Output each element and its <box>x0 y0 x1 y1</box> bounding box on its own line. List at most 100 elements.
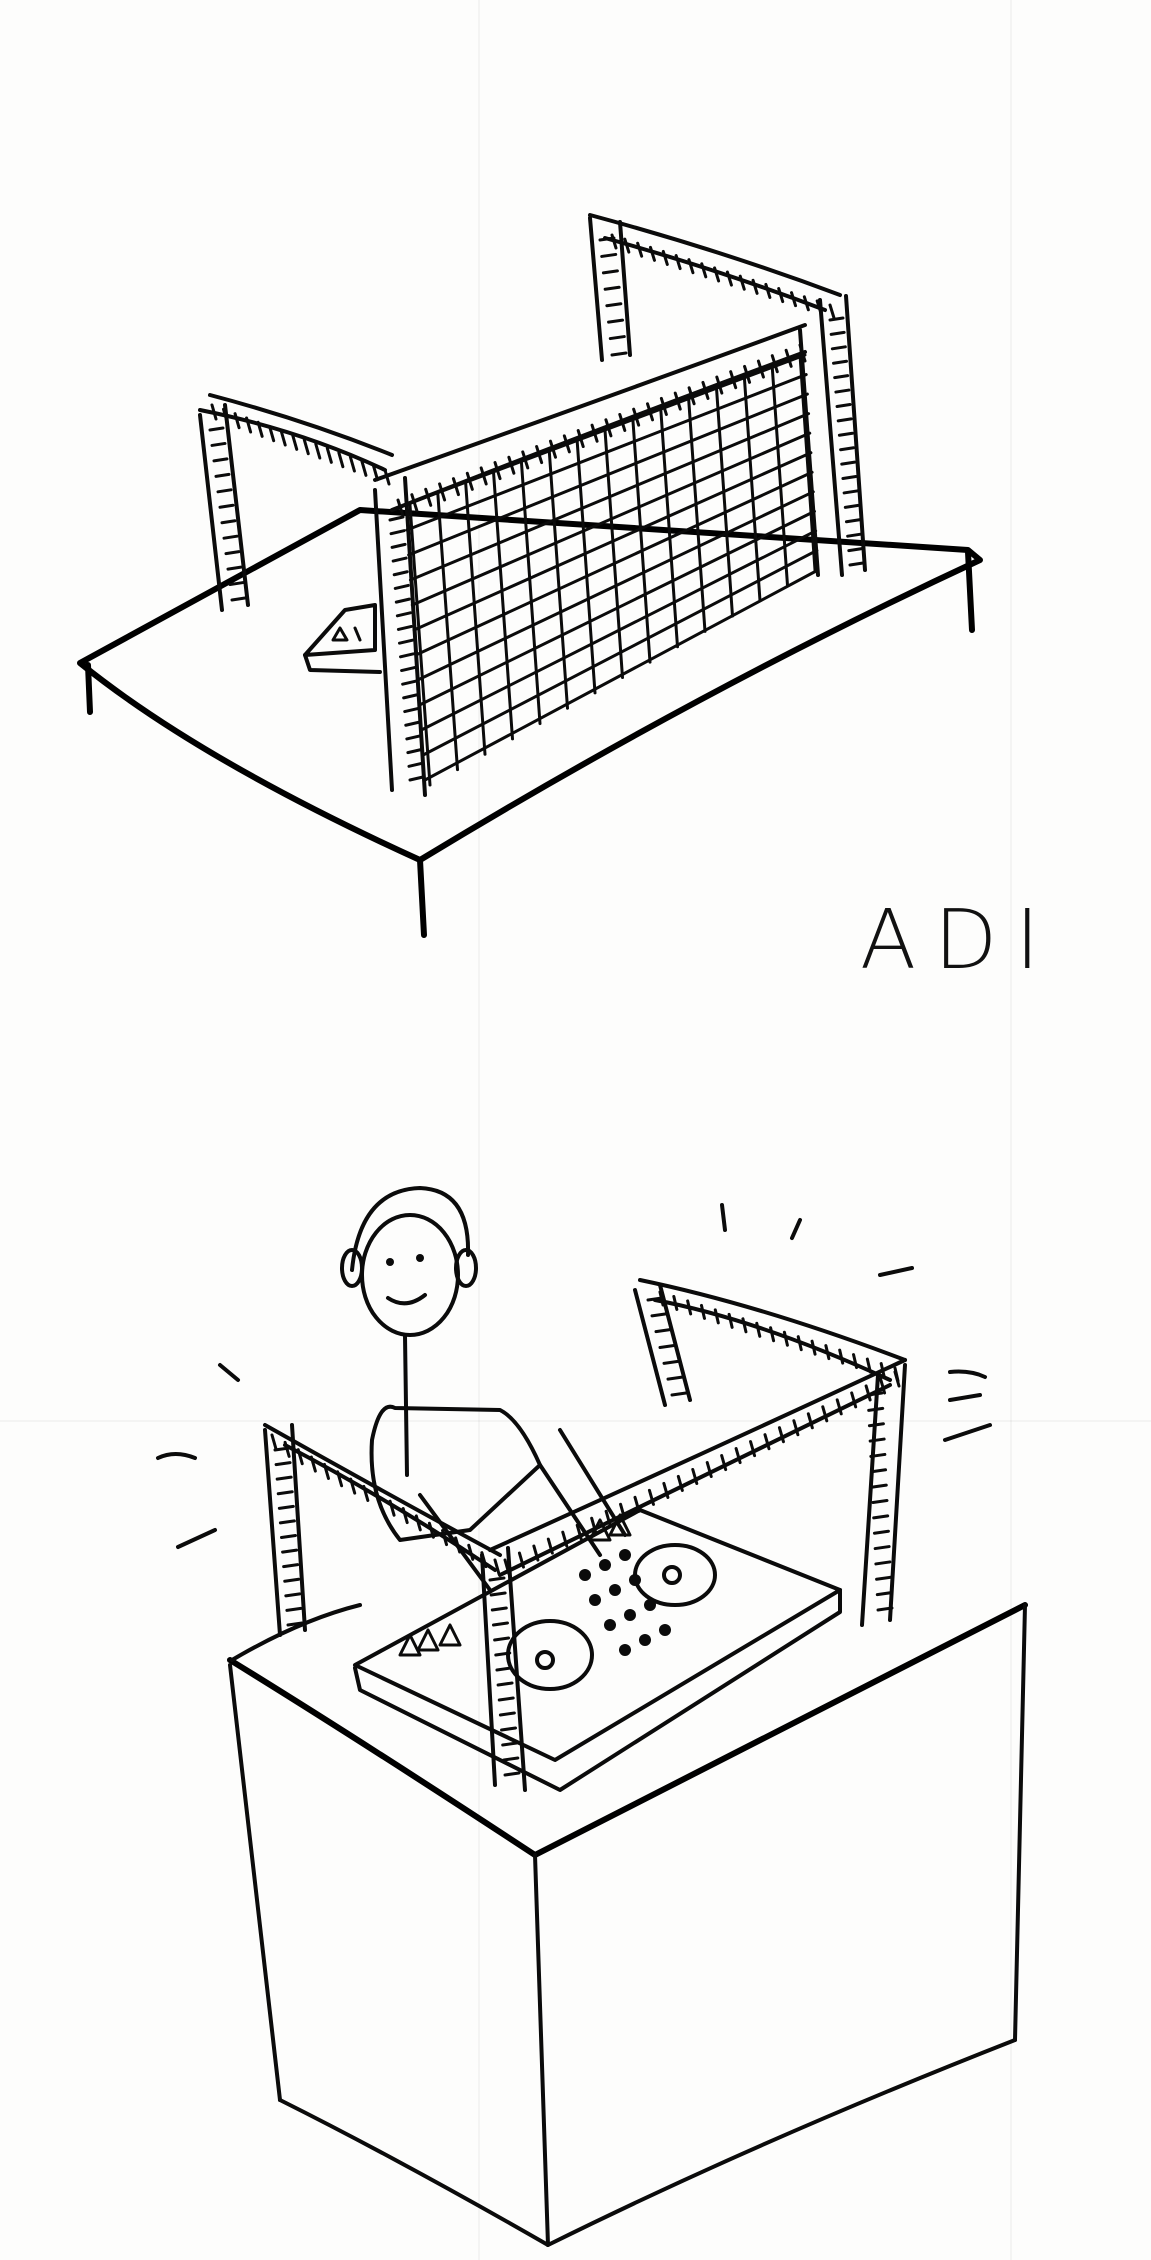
ink-stroke <box>725 270 733 287</box>
ink-stroke <box>245 416 253 434</box>
ink-stroke <box>436 492 459 772</box>
ink-stroke <box>394 597 411 604</box>
ink-stroke <box>700 262 708 279</box>
dj-cabinet <box>227 1602 1028 2247</box>
ink-stroke <box>608 335 626 341</box>
ink-stroke <box>841 475 858 481</box>
ink-stroke <box>610 351 628 357</box>
ink-stroke <box>605 302 623 308</box>
ink-stroke <box>410 431 812 607</box>
ink-stroke <box>633 1495 641 1513</box>
ink-stroke <box>391 556 408 563</box>
ink-stroke <box>401 679 418 686</box>
ink-stroke <box>218 503 235 509</box>
ink-stroke <box>755 1321 762 1338</box>
ink-stroke <box>399 652 416 659</box>
ink-stroke <box>402 693 419 700</box>
ink-stroke <box>833 374 850 380</box>
ink-stroke <box>866 1391 884 1397</box>
ink-stroke <box>407 392 809 557</box>
ink-stroke <box>662 1481 670 1499</box>
ink-stroke <box>273 1446 291 1452</box>
ink-stroke <box>843 503 860 509</box>
ink-stroke <box>349 1477 357 1495</box>
ink-stroke <box>276 1490 294 1496</box>
ink-stroke <box>713 266 721 283</box>
ink-stroke <box>214 472 231 478</box>
controller-knob <box>604 1619 616 1631</box>
ink-stroke <box>590 1516 598 1534</box>
ink-stroke <box>496 1681 514 1687</box>
sound-motion-lines <box>156 1203 992 1549</box>
ink-stroke <box>286 1621 304 1627</box>
ink-stroke <box>414 470 814 657</box>
ink-stroke <box>280 1534 297 1539</box>
ink-stroke <box>405 734 422 741</box>
ink-stroke <box>423 568 820 782</box>
ink-stroke <box>674 254 682 271</box>
ink-stroke <box>751 278 759 295</box>
ink-stroke <box>501 1741 519 1747</box>
ink-stroke <box>283 1577 301 1583</box>
ink-stroke <box>659 407 679 649</box>
ink-stroke <box>749 1440 757 1458</box>
ink-stroke <box>676 1474 684 1492</box>
ink-stroke <box>314 442 322 460</box>
ink-stroke <box>421 548 819 757</box>
ink-stroke <box>839 446 856 452</box>
ink-stroke <box>547 449 569 710</box>
ink-stroke <box>336 1470 344 1488</box>
ink-stroke <box>274 1461 292 1467</box>
ink-stroke <box>790 291 798 308</box>
goal-frame-bottom <box>263 1278 907 1792</box>
ink-stroke <box>869 1452 887 1458</box>
ink-stroke <box>405 373 808 532</box>
ink-stroke <box>828 303 836 320</box>
ink-stroke <box>636 241 644 258</box>
ink-stroke <box>713 1308 720 1325</box>
ink-stroke <box>532 1544 540 1562</box>
ink-stroke <box>488 1576 506 1582</box>
ink-stroke <box>279 429 287 447</box>
ink-stroke <box>517 1551 525 1569</box>
ink-stroke <box>216 488 233 494</box>
ink-stroke <box>395 611 412 618</box>
controller-knob <box>599 1559 611 1571</box>
ink-stroke <box>727 1312 734 1329</box>
ink-stroke <box>498 1711 516 1717</box>
ink-stroke <box>222 407 230 425</box>
ink-stroke <box>872 1529 890 1535</box>
ink-stroke <box>322 1462 330 1480</box>
ink-stroke <box>705 1461 713 1479</box>
ink-stroke <box>489 1591 507 1597</box>
ink-stroke <box>464 482 487 756</box>
dj-figure <box>340 1186 627 1592</box>
ink-stroke <box>228 581 245 587</box>
ink-stroke <box>623 237 631 254</box>
controller-knobs <box>579 1549 671 1656</box>
ink-stroke <box>874 1560 892 1566</box>
ink-stroke <box>360 459 368 477</box>
ink-stroke <box>687 258 695 275</box>
ink-stroke <box>769 1326 776 1343</box>
ink-stroke <box>268 425 276 443</box>
ink-stroke <box>208 426 225 432</box>
ink-stroke <box>278 1519 296 1525</box>
ink-stroke <box>777 1426 785 1444</box>
ink-stroke <box>302 438 310 456</box>
small-dj-deck <box>303 603 382 674</box>
ink-stroke <box>741 1317 748 1334</box>
ink-stroke <box>296 1448 304 1466</box>
ink-stroke <box>495 1666 513 1672</box>
ink-stroke <box>687 396 707 633</box>
ink-stroke <box>871 1499 889 1504</box>
controller-knob <box>589 1594 601 1606</box>
artist-signature: ADI <box>860 893 1058 988</box>
ink-stroke <box>403 353 807 507</box>
ink-stroke <box>233 412 241 430</box>
ink-stroke <box>416 490 815 682</box>
ink-stroke <box>810 1339 817 1356</box>
ink-stroke <box>662 1359 680 1365</box>
ink-stroke <box>848 561 865 567</box>
controller-knob <box>624 1609 636 1621</box>
